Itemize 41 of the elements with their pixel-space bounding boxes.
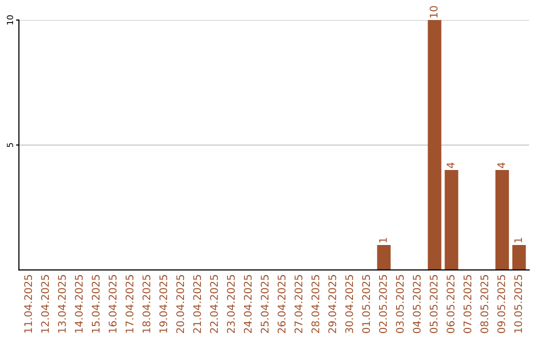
x-tick-label: 21.04.2025 [193,275,202,334]
y-tick-label: 5 [6,143,14,148]
x-tick-label: 22.04.2025 [210,275,218,334]
data-label: 10 [430,6,438,18]
x-tick-label: 20.04.2025 [176,275,184,334]
x-tick-label: 12.04.2025 [41,275,49,333]
bar [377,244,391,270]
x-tick-label: 18.04.2025 [142,275,150,333]
x-tick-label: 14.04.2025 [74,275,83,333]
bar [428,20,442,270]
x-tick-label: 05.05.2025 [430,275,438,334]
data-label: 4 [446,162,454,168]
x-tick-label: 16.04.2025 [108,275,117,333]
x-tick-label: 17.04.2025 [126,275,134,333]
x-tick-label: 26.04.2025 [278,275,286,334]
x-tick-label: 08.05.2025 [480,275,488,334]
x-tick-label: 06.05.2025 [446,275,454,334]
x-tick-label: 04.05.2025 [412,275,421,334]
bar [512,244,526,270]
bar [495,170,509,270]
x-tick-label: 13.04.2025 [58,275,66,333]
x-tick-label: 29.04.2025 [328,275,336,334]
x-tick-label: 11.04.2025 [24,275,32,333]
bar [444,170,458,270]
x-tick-label: 23.04.2025 [226,275,235,334]
data-label: 4 [497,162,506,168]
x-tick-label: 15.04.2025 [92,275,100,333]
x-tick-label: 27.04.2025 [294,275,302,334]
data-label: 1 [379,238,387,242]
x-tick-label: 10.05.2025 [514,275,522,333]
x-tick-label: 09.05.2025 [497,275,506,334]
x-tick-label: 03.05.2025 [396,275,404,334]
x-tick-label: 30.04.2025 [345,275,354,333]
x-tick-label: 19.04.2025 [159,275,168,333]
x-tick-label: 01.05.2025 [362,275,370,334]
data-label: 1 [514,238,522,242]
x-tick-label: 07.05.2025 [464,275,472,334]
x-tick-label: 25.04.2025 [260,275,269,334]
x-tick-label: 24.04.2025 [244,275,252,334]
x-tick-label: 28.04.2025 [311,275,320,334]
x-tick-label: 02.05.2025 [379,275,387,334]
